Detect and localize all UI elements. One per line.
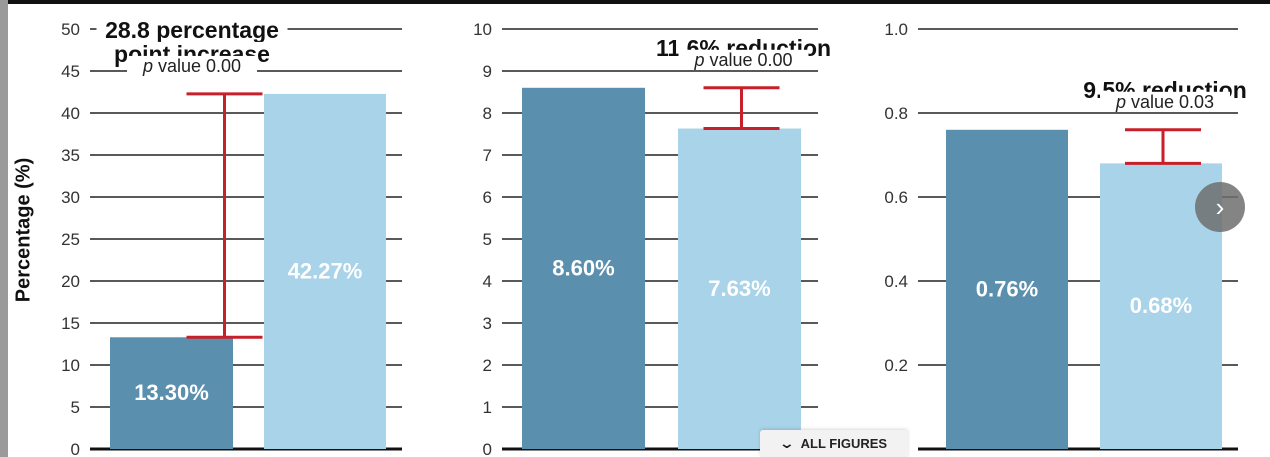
y-axis-label: Percentage (%) <box>12 157 35 303</box>
bar <box>946 129 1068 450</box>
y-tick-label: 7 <box>483 146 492 165</box>
pvalue-label: p value 0.03 <box>1115 92 1214 112</box>
pvalue-prefix: p <box>693 50 709 70</box>
y-tick-label: 0.2 <box>884 356 908 375</box>
y-tick-label: 4 <box>483 272 492 291</box>
bar-value-label: 0.68% <box>1130 293 1192 318</box>
all-figures-label: ALL FIGURES <box>800 436 888 451</box>
y-tick-label: 10 <box>473 20 492 39</box>
y-tick-label: 50 <box>61 20 80 39</box>
left-border <box>0 0 8 457</box>
y-tick-label: 0 <box>71 440 80 457</box>
y-tick-label: 1 <box>483 398 492 417</box>
annotation-title: 28.8 percentage <box>105 17 279 43</box>
y-tick-label: 30 <box>61 188 80 207</box>
y-tick-label: 40 <box>61 104 80 123</box>
y-tick-label: 3 <box>483 314 492 333</box>
y-tick-label: 35 <box>61 146 80 165</box>
next-figure-button[interactable]: › <box>1195 182 1245 232</box>
pvalue-text: value 0.00 <box>158 56 241 76</box>
pvalue-bg <box>127 55 257 76</box>
y-tick-label: 0.6 <box>884 188 908 207</box>
y-tick-label: 0.8 <box>884 104 908 123</box>
all-figures-button[interactable]: ⌄ ALL FIGURES <box>760 430 908 457</box>
pvalue-label: p value 0.00 <box>142 56 241 76</box>
y-tick-label: 10 <box>61 356 80 375</box>
y-tick-label: 2 <box>483 356 492 375</box>
chevron-down-icon: ⌄ <box>778 435 795 451</box>
y-tick-label: 9 <box>483 62 492 81</box>
bar-value-label: 8.60% <box>552 255 614 280</box>
pvalue-bg <box>678 49 809 70</box>
y-tick-label: 0.4 <box>884 272 908 291</box>
bar-value-label: 7.63% <box>708 276 770 301</box>
bar-value-label: 0.76% <box>976 276 1038 301</box>
pvalue-label: p value 0.00 <box>693 50 792 70</box>
annotation-bg <box>96 17 288 42</box>
y-tick-label: 45 <box>61 62 80 81</box>
bar <box>110 337 233 449</box>
y-tick-label: 5 <box>483 230 492 249</box>
bar <box>678 128 801 450</box>
bar <box>264 93 386 449</box>
y-tick-label: 5 <box>71 398 80 417</box>
pvalue-prefix: p <box>142 56 158 76</box>
y-tick-label: 0 <box>483 440 492 457</box>
bar-value-label: 13.30% <box>134 380 209 405</box>
y-tick-label: 20 <box>61 272 80 291</box>
y-tick-label: 1.0 <box>884 20 908 39</box>
pvalue-bg <box>1100 91 1230 112</box>
pvalue-text: value 0.00 <box>709 50 792 70</box>
y-tick-label: 8 <box>483 104 492 123</box>
top-border <box>0 0 1270 4</box>
pvalue-prefix: p <box>1115 92 1131 112</box>
chevron-right-icon: › <box>1215 191 1225 222</box>
y-tick-label: 25 <box>61 230 80 249</box>
bar-value-label: 42.27% <box>288 258 363 283</box>
pvalue-text: value 0.03 <box>1131 92 1214 112</box>
y-tick-label: 15 <box>61 314 80 333</box>
bar <box>522 87 645 450</box>
y-tick-label: 6 <box>483 188 492 207</box>
